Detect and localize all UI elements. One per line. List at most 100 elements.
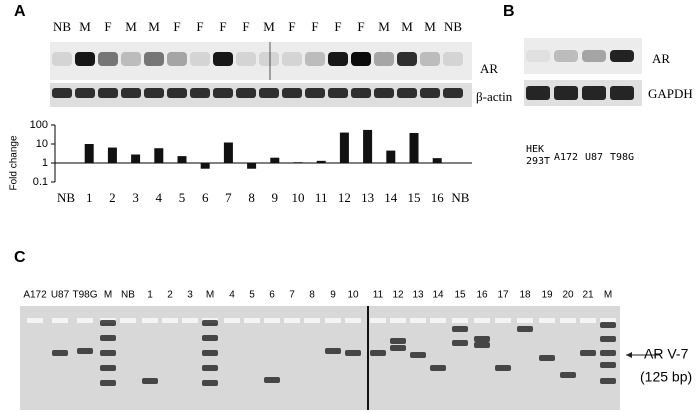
lane-label: 12 <box>392 290 404 301</box>
band <box>526 50 550 62</box>
band <box>202 380 218 386</box>
lane-label: 11 <box>373 290 384 301</box>
band <box>526 86 550 100</box>
band <box>539 355 555 361</box>
band <box>582 86 606 100</box>
bar <box>223 142 233 163</box>
x-tick-label: 12 <box>338 190 351 205</box>
x-tick-label: 5 <box>179 190 186 205</box>
lane-label: 2 <box>167 290 173 301</box>
well <box>474 318 490 323</box>
x-tick-label: 16 <box>431 190 445 205</box>
x-tick-label: 1 <box>86 190 93 205</box>
band <box>430 365 446 371</box>
band <box>517 326 533 332</box>
band <box>328 52 348 66</box>
well <box>27 318 43 323</box>
band <box>121 52 141 66</box>
well <box>77 318 93 323</box>
lane-label: 1 <box>147 290 153 301</box>
band <box>374 52 394 66</box>
lane-label: NB <box>53 19 71 34</box>
band <box>100 320 116 326</box>
bar <box>432 158 442 163</box>
band <box>190 88 210 98</box>
band <box>397 88 417 98</box>
band <box>474 342 490 348</box>
well <box>345 318 361 323</box>
band <box>351 88 371 98</box>
band <box>167 52 187 66</box>
well <box>560 318 576 323</box>
row-label: GAPDH <box>648 86 693 101</box>
band <box>420 52 440 66</box>
lane-label: U87 <box>585 152 603 163</box>
band <box>495 365 511 371</box>
lane-label: M <box>263 19 275 34</box>
lane-label: F <box>311 19 318 34</box>
well <box>284 318 300 323</box>
band <box>554 50 578 62</box>
band <box>600 362 616 368</box>
band <box>374 88 394 98</box>
band <box>144 52 164 66</box>
lane-label: 5 <box>249 290 255 301</box>
well <box>452 318 468 323</box>
band <box>264 377 280 383</box>
x-tick-label: NB <box>451 190 469 205</box>
bar <box>339 132 349 163</box>
arrow-head <box>626 352 632 358</box>
band <box>582 50 606 62</box>
band <box>202 335 218 341</box>
lane-label: M <box>401 19 413 34</box>
band <box>474 336 490 342</box>
band <box>452 340 468 346</box>
lane-label: HEK 293T <box>526 144 551 167</box>
band <box>259 88 279 98</box>
band <box>52 52 72 66</box>
row-label: β-actin <box>476 89 513 104</box>
band <box>560 372 576 378</box>
y-axis-label: Fold change <box>9 135 20 190</box>
well <box>304 318 320 323</box>
marker-size: (125 bp) <box>640 369 692 385</box>
well <box>390 318 406 323</box>
well <box>539 318 555 323</box>
band <box>610 50 634 62</box>
lane-label: F <box>334 19 341 34</box>
band <box>75 88 95 98</box>
band <box>236 88 256 98</box>
band <box>282 88 302 98</box>
lane-label: NB <box>444 19 462 34</box>
well <box>580 318 596 323</box>
well <box>182 318 198 323</box>
lane-label: 17 <box>497 290 509 301</box>
lane-label: U87 <box>51 290 70 301</box>
row-label: AR <box>652 51 670 66</box>
lane-label: NB <box>121 290 135 301</box>
bar <box>363 129 373 163</box>
well <box>142 318 158 323</box>
well <box>600 318 616 323</box>
x-tick-label: 8 <box>248 190 255 205</box>
band <box>410 352 426 358</box>
well <box>224 318 240 323</box>
lane-label: 3 <box>187 290 193 301</box>
lane-label: 16 <box>476 290 488 301</box>
band <box>190 52 210 66</box>
lane-label: M <box>125 19 137 34</box>
band <box>345 350 361 356</box>
bar <box>270 157 280 163</box>
band <box>142 378 158 384</box>
band <box>554 86 578 100</box>
band <box>328 88 348 98</box>
band <box>600 378 616 384</box>
band <box>52 88 72 98</box>
lane-label: 10 <box>347 290 359 301</box>
well <box>370 318 386 323</box>
lane-label: 19 <box>541 290 553 301</box>
x-tick-label: 7 <box>225 190 232 205</box>
y-tick-label: 0.1 <box>33 176 48 188</box>
bar <box>200 163 210 169</box>
